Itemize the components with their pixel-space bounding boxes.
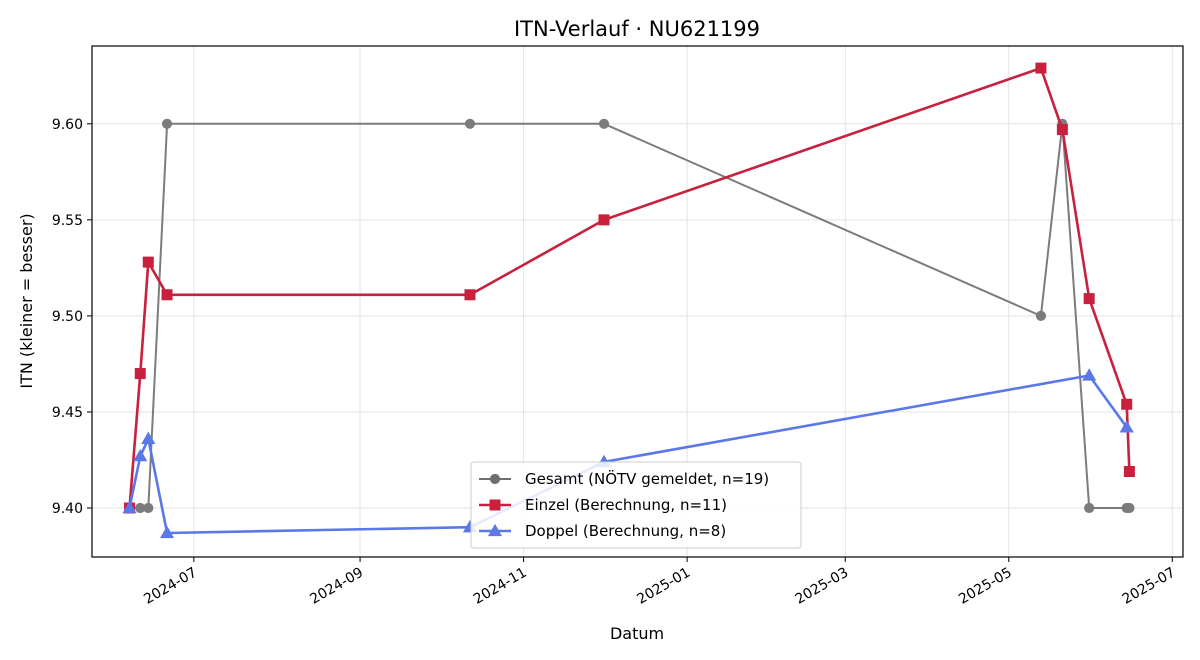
data-point [1123, 466, 1135, 478]
legend: Gesamt (NÖTV gemeldet, n=19) Einzel (Bere… [470, 461, 802, 549]
legend-entry: Doppel (Berechnung, n=8) [479, 522, 726, 540]
legend-marker [487, 523, 503, 537]
data-point [1121, 398, 1133, 410]
series-lines [122, 62, 1135, 539]
y-tick-label: 9.50 [52, 309, 83, 325]
series-1 [124, 62, 1135, 514]
data-point [1035, 62, 1047, 74]
data-point [1035, 310, 1047, 322]
legend-entry: Einzel (Berechnung, n=11) [479, 496, 727, 514]
chart-title: ITN-Verlauf · NU621199 [514, 17, 760, 41]
legend-label: Doppel (Berechnung, n=8) [525, 522, 726, 540]
data-point [1124, 502, 1135, 514]
legend-box [470, 461, 802, 549]
data-point [1084, 502, 1095, 514]
y-tick-label: 9.60 [52, 117, 83, 133]
data-point [1056, 124, 1068, 136]
data-point [464, 118, 476, 129]
data-point [143, 502, 154, 514]
data-point [598, 118, 610, 129]
y-axis-label: ITN (kleiner = besser) [17, 213, 36, 388]
data-point [464, 289, 476, 301]
legend-marker [489, 499, 501, 511]
data-point [1083, 293, 1095, 305]
legend-label: Gesamt (NÖTV gemeldet, n=19) [525, 469, 769, 488]
data-point [133, 448, 148, 462]
data-point [142, 256, 154, 268]
y-tick-label: 9.40 [52, 501, 83, 517]
data-point [141, 431, 156, 445]
data-point [161, 118, 173, 129]
data-point [1082, 368, 1097, 381]
legend-label: Einzel (Berechnung, n=11) [525, 496, 727, 514]
data-point [122, 500, 137, 514]
data-point [598, 214, 610, 226]
data-point [134, 368, 146, 380]
x-axis-label: Datum [610, 624, 664, 643]
y-tick-label: 9.45 [52, 405, 83, 421]
data-point [1119, 420, 1134, 433]
legend-marker [489, 473, 501, 485]
data-point [159, 525, 175, 539]
y-tick-label: 9.55 [52, 213, 83, 229]
legend-entry: Gesamt (NÖTV gemeldet, n=19) [479, 469, 769, 488]
data-point [161, 289, 173, 301]
plot-frame [91, 45, 1184, 558]
